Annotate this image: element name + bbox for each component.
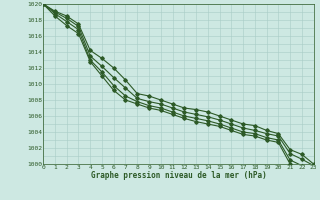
- X-axis label: Graphe pression niveau de la mer (hPa): Graphe pression niveau de la mer (hPa): [91, 171, 266, 180]
